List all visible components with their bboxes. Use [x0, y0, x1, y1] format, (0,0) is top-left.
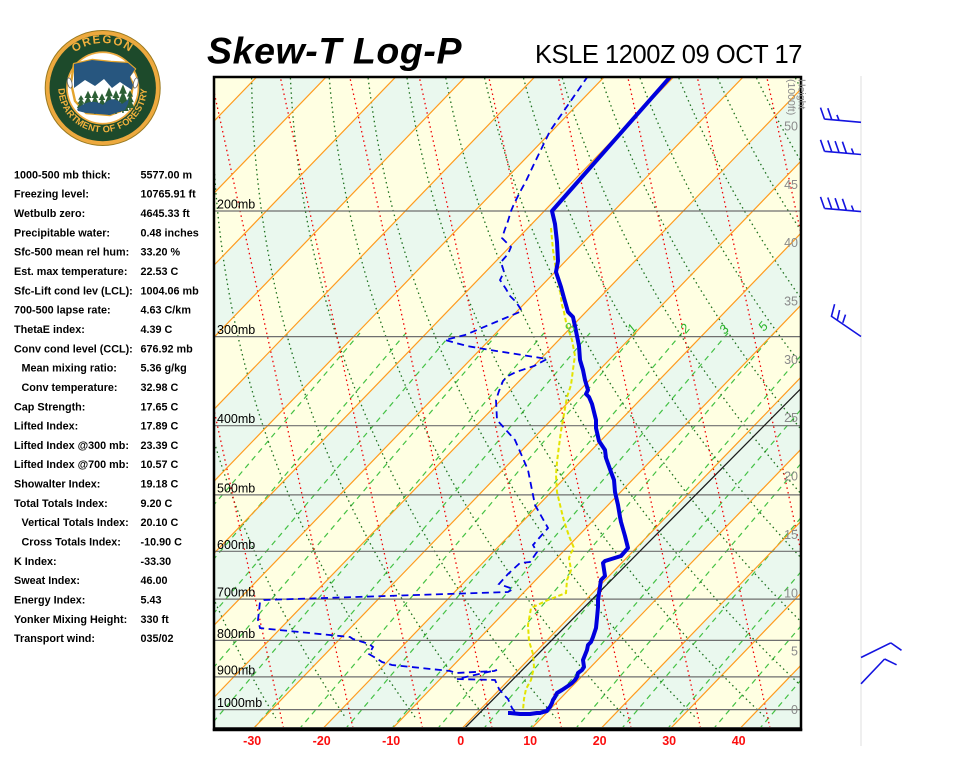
svg-text:22.53 C: 22.53 C: [141, 266, 179, 278]
svg-text:Sweat Index:: Sweat Index:: [14, 575, 80, 587]
svg-text:200mb: 200mb: [217, 198, 255, 212]
svg-text:20: 20: [593, 734, 607, 748]
svg-text:700-500 lapse rate:: 700-500 lapse rate:: [14, 305, 111, 317]
svg-text:-10: -10: [382, 734, 400, 748]
svg-text:15: 15: [784, 528, 798, 542]
svg-text:10: 10: [523, 734, 537, 748]
svg-text:700mb: 700mb: [217, 586, 255, 600]
svg-text:5.43: 5.43: [141, 595, 162, 607]
svg-text:Skew-T Log-P: Skew-T Log-P: [207, 30, 463, 72]
svg-text:46.00: 46.00: [141, 575, 168, 587]
svg-text:Mean mixing ratio:: Mean mixing ratio:: [22, 363, 117, 375]
svg-text:19.18 C: 19.18 C: [141, 479, 179, 491]
svg-text:50: 50: [784, 120, 798, 134]
svg-text:800mb: 800mb: [217, 627, 255, 641]
svg-text:5.36 g/kg: 5.36 g/kg: [141, 363, 187, 375]
svg-text:17.65 C: 17.65 C: [141, 401, 179, 413]
svg-text:Sfc-Lift cond lev (LCL):: Sfc-Lift cond lev (LCL):: [14, 285, 133, 297]
svg-text:35: 35: [784, 295, 798, 309]
svg-text:5: 5: [791, 645, 798, 659]
svg-text:900mb: 900mb: [217, 663, 255, 677]
svg-text:0: 0: [457, 734, 464, 748]
svg-text:600mb: 600mb: [217, 538, 255, 552]
svg-text:330 ft: 330 ft: [141, 614, 170, 626]
svg-text:Wetbulb zero:: Wetbulb zero:: [14, 208, 85, 220]
svg-text:-33.30: -33.30: [141, 556, 172, 568]
svg-text:40: 40: [784, 236, 798, 250]
svg-text:33.20 %: 33.20 %: [141, 247, 181, 259]
svg-text:Energy Index:: Energy Index:: [14, 595, 85, 607]
svg-text:Transport wind:: Transport wind:: [14, 633, 95, 645]
svg-text:KSLE 1200Z 09 OCT 17: KSLE 1200Z 09 OCT 17: [535, 41, 802, 69]
svg-text:17.89 C: 17.89 C: [141, 421, 179, 433]
svg-text:Vertical Totals Index:: Vertical Totals Index:: [22, 517, 129, 529]
svg-text:Lifted Index:: Lifted Index:: [14, 421, 78, 433]
svg-text:Sfc-500 mean rel hum:: Sfc-500 mean rel hum:: [14, 247, 129, 259]
svg-text:1004.06 mb: 1004.06 mb: [141, 285, 200, 297]
svg-text:9.20 C: 9.20 C: [141, 498, 173, 510]
svg-text:-20: -20: [313, 734, 331, 748]
svg-text:4.39 C: 4.39 C: [141, 324, 173, 336]
svg-text:-10.90 C: -10.90 C: [141, 537, 183, 549]
svg-text:Height(1000ft): Height(1000ft): [785, 79, 808, 115]
svg-text:23.39 C: 23.39 C: [141, 440, 179, 452]
svg-text:0.48 inches: 0.48 inches: [141, 227, 199, 239]
svg-text:30: 30: [784, 353, 798, 367]
svg-text:10: 10: [784, 586, 798, 600]
svg-text:10765.91 ft: 10765.91 ft: [141, 189, 197, 201]
svg-text:Total Totals Index:: Total Totals Index:: [14, 498, 108, 510]
svg-text:0: 0: [791, 703, 798, 717]
svg-text:30: 30: [662, 734, 676, 748]
svg-text:20.10 C: 20.10 C: [141, 517, 179, 529]
svg-text:-30: -30: [243, 734, 261, 748]
svg-text:676.92 mb: 676.92 mb: [141, 343, 194, 355]
svg-text:Conv cond level (CCL):: Conv cond level (CCL):: [14, 343, 133, 355]
svg-text:Lifted Index @300 mb:: Lifted Index @300 mb:: [14, 440, 129, 452]
svg-text:40: 40: [732, 734, 746, 748]
svg-text:300mb: 300mb: [217, 323, 255, 337]
svg-text:Est. max temperature:: Est. max temperature:: [14, 266, 127, 278]
svg-text:32.98 C: 32.98 C: [141, 382, 179, 394]
svg-text:400mb: 400mb: [217, 412, 255, 426]
svg-text:1000-500 mb thick:: 1000-500 mb thick:: [14, 169, 111, 181]
svg-text:Lifted Index @700 mb:: Lifted Index @700 mb:: [14, 459, 129, 471]
svg-text:Cap Strength:: Cap Strength:: [14, 401, 85, 413]
svg-text:5577.00 m: 5577.00 m: [141, 169, 193, 181]
svg-text:ThetaE index:: ThetaE index:: [14, 324, 85, 336]
svg-text:500mb: 500mb: [217, 481, 255, 495]
svg-text:4645.33 ft: 4645.33 ft: [141, 208, 191, 220]
svg-text:Showalter Index:: Showalter Index:: [14, 479, 100, 491]
svg-text:035/02: 035/02: [141, 633, 174, 645]
svg-text:Conv temperature:: Conv temperature:: [22, 382, 118, 394]
svg-text:4.63 C/km: 4.63 C/km: [141, 305, 191, 317]
svg-text:20: 20: [784, 470, 798, 484]
svg-text:45: 45: [784, 178, 798, 192]
svg-text:Cross Totals Index:: Cross Totals Index:: [22, 537, 121, 549]
svg-text:10.57 C: 10.57 C: [141, 459, 179, 471]
svg-text:Precipitable water:: Precipitable water:: [14, 227, 110, 239]
svg-text:25: 25: [784, 411, 798, 425]
svg-text:Yonker Mixing Height:: Yonker Mixing Height:: [14, 614, 127, 626]
svg-text:1000mb: 1000mb: [217, 696, 262, 710]
svg-text:K Index:: K Index:: [14, 556, 57, 568]
svg-text:Freezing level:: Freezing level:: [14, 189, 89, 201]
